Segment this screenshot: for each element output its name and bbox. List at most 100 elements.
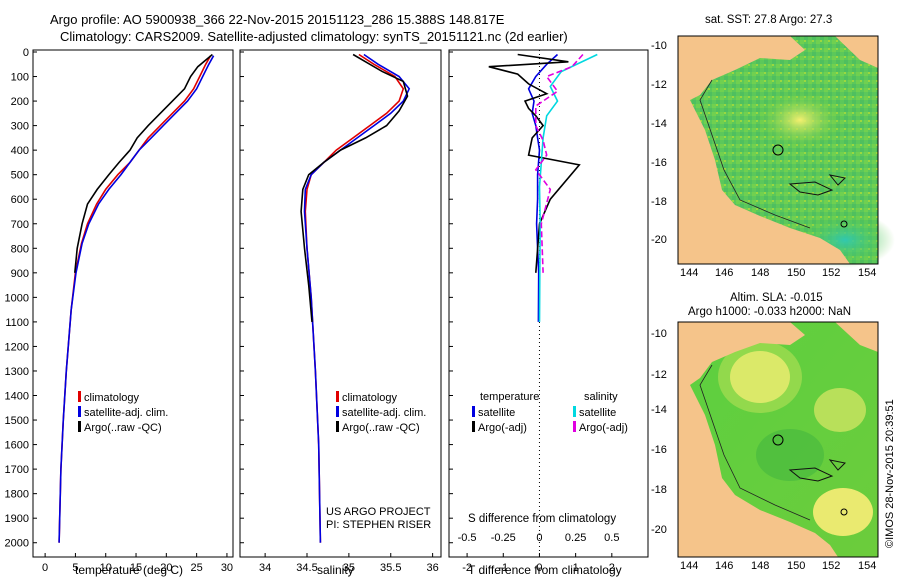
lon-tick: 152 [822,560,841,572]
lat-tick: -12 [651,79,667,91]
y-tick-label: 2000 [5,538,29,550]
difference-profile-frame [448,49,649,558]
legend-swatch [336,421,339,432]
x-tick-label: 5 [72,562,78,574]
sla-land [678,322,838,557]
diff-top-label: S difference from climatology [468,513,617,525]
lon-tick: 150 [787,560,806,572]
diff-legend-header-s: salinity [584,391,618,403]
x-tick-label: 0 [536,562,542,574]
lon-tick: 144 [680,560,699,572]
y-tick-label: 1700 [5,464,29,476]
lon-tick: 154 [858,267,877,279]
sla-high-1-halo [718,341,802,413]
sst-warm-patch [755,90,845,150]
series-line-s-argo-adj- [534,53,584,273]
temp-xlabel: temperature (deg C) [75,563,184,577]
s-tick-label: 0.5 [604,532,619,544]
sla-map-title1: Altim. SLA: -0.015 [730,292,823,304]
lat-tick: -14 [651,404,667,416]
x-tick-label: 35.5 [380,562,401,574]
sla-map-title2: Argo h1000: -0.033 h2000: NaN [688,306,852,318]
header-line2: Climatology: CARS2009. Satellite-adjuste… [60,29,568,44]
x-tick-label: 20 [160,562,172,574]
diff-legend-s-sat: satellite [573,406,616,419]
series-line-satellite-adj-clim- [58,55,215,543]
lon-tick: 148 [751,560,770,572]
temp-legend-argo: Argo(..raw -QC) [78,421,162,434]
sst-land-ne [835,36,878,68]
x-tick-label: 25 [191,562,203,574]
series-line-argo-raw-qc- [74,53,213,273]
y-tick-label: 1000 [5,292,29,304]
lon-tick: 146 [715,267,734,279]
diff-legend-s-argo: Argo(-adj) [573,421,628,434]
y-tick-label: 700 [11,219,29,231]
temperature-profile-frame [32,49,234,558]
y-tick-label: 1100 [5,317,29,329]
legend-label: Argo(..raw -QC) [84,422,162,434]
legend-swatch [78,421,81,432]
legend-label: Argo(-adj) [478,422,527,434]
legend-swatch [78,391,81,402]
legend-label: Argo(..raw -QC) [342,422,420,434]
legend-swatch [78,406,81,417]
lat-tick: -10 [651,40,667,52]
salinity-profile-frame [239,49,442,558]
lat-tick: -12 [651,369,667,381]
x-tick-label: 34 [259,562,271,574]
y-tick-label: 200 [11,96,29,108]
x-tick-label: 0 [42,562,48,574]
legend-swatch [472,406,475,417]
lon-tick: 146 [715,560,734,572]
x-tick-label: 30 [221,562,233,574]
lat-tick: -20 [651,524,667,536]
legend-swatch [336,406,339,417]
y-tick-label: 800 [11,243,29,255]
series-line-s-satellite [538,53,598,322]
series-line-t-satellite [527,53,559,322]
y-tick-label: 1300 [5,366,29,378]
s-tick-label: 0 [536,532,542,544]
y-tick-label: 100 [11,72,29,84]
legend-label: climatology [342,392,398,404]
x-tick-label: -1 [498,562,508,574]
sst-map-title: sat. SST: 27.8 Argo: 27.3 [705,14,833,26]
x-tick-label: 36 [427,562,439,574]
sla-map [677,321,879,558]
sst-reefs [788,174,847,196]
imos-stamp: ©IMOS 28-Nov-2015 20:39:51 [884,399,896,548]
y-tick-label: 1400 [5,391,29,403]
lat-tick: -18 [651,484,667,496]
sal-xlabel: salinity [317,563,354,577]
sla-reefs [788,459,847,482]
sst-marker-2 [840,220,848,228]
s-tick-label: 0.25 [565,532,586,544]
diff-legend-header-t: temperature [480,391,540,403]
legend-swatch [573,406,576,417]
y-tick-label: 1600 [5,440,29,452]
lat-tick: -10 [651,328,667,340]
series-line-argo-raw-qc- [300,53,409,322]
x-tick-label: 15 [130,562,142,574]
legend-swatch [573,421,576,432]
sst-map [677,35,895,268]
series-line-t-argo-adj- [488,53,581,273]
diff-legend-t-argo: Argo(-adj) [472,421,527,434]
x-tick-label: 10 [100,562,112,574]
diff-legend-t-sat: satellite [472,406,515,419]
s-tick-label: -0.25 [491,532,516,544]
legend-label: climatology [84,392,140,404]
sla-low [756,429,824,481]
lon-tick: 152 [822,267,841,279]
legend-label: satellite [478,407,516,419]
y-tick-label: 900 [11,268,29,280]
sal-legend-argo: Argo(..raw -QC) [336,421,420,434]
credit-project: US ARGO PROJECT [326,506,431,518]
sst-contour [699,79,811,229]
s-tick-label: -0.5 [458,532,477,544]
legend-label: satellite-adj. clim. [84,407,169,419]
legend-swatch [472,421,475,432]
